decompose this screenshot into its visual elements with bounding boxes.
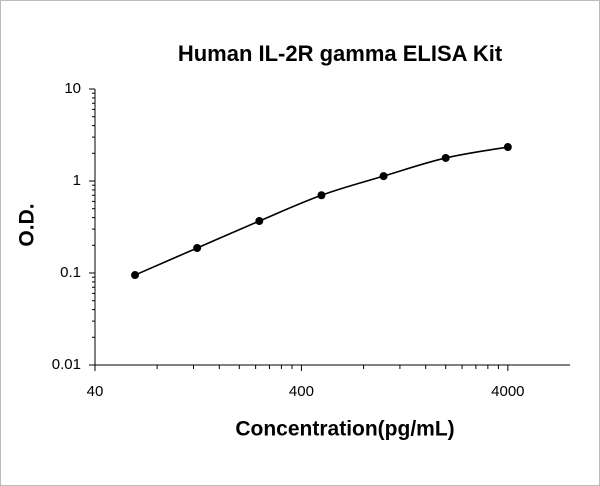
chart-title: Human IL-2R gamma ELISA Kit [178,41,503,66]
data-point [441,153,450,162]
y-tick-label: 1 [73,172,81,189]
y-axis-label: O.D. [16,203,39,246]
y-tick-label: 0.1 [60,264,81,281]
x-tick-label: 4000 [491,383,524,400]
x-tick-label: 40 [87,383,104,400]
x-axis-label: Concentration(pg/mL) [235,418,454,441]
y-tick-label: 0.01 [52,356,81,373]
data-point [317,191,326,200]
y-tick-label: 10 [64,80,81,97]
data-point [131,271,140,280]
data-point [193,243,202,252]
x-tick-label: 400 [289,383,314,400]
data-point [503,143,512,152]
data-point [379,172,388,181]
data-point [255,217,264,226]
